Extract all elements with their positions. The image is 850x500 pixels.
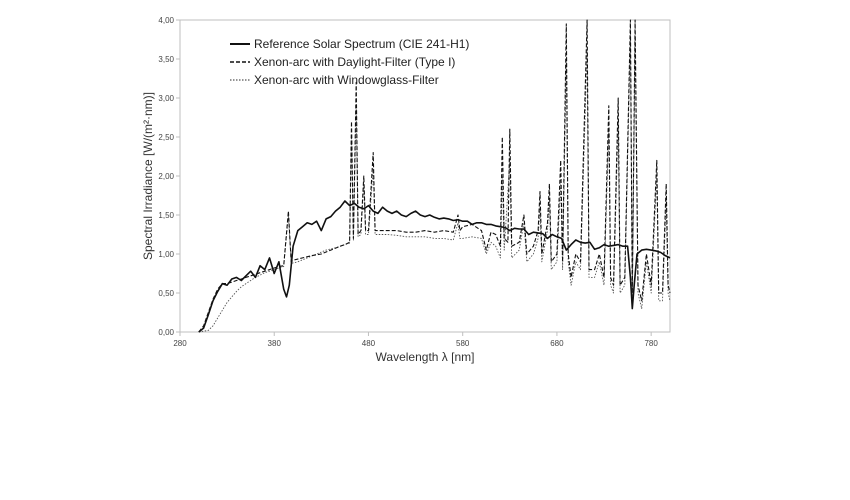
x-tick-label: 380 (268, 339, 282, 348)
x-tick-label: 680 (550, 339, 564, 348)
series-line-windowglass-filter (198, 35, 671, 333)
legend-label-reference-solar: Reference Solar Spectrum (CIE 241-H1) (254, 37, 469, 51)
series-line-reference-solar (198, 200, 671, 333)
y-tick-label: 2,50 (158, 133, 174, 142)
y-tick-label: 3,00 (158, 94, 174, 103)
y-tick-label: 0,50 (158, 289, 174, 298)
x-tick-label: 280 (173, 339, 187, 348)
y-tick-label: 1,50 (158, 211, 174, 220)
y-tick-label: 0,00 (158, 328, 174, 337)
x-axis-title: Wavelength λ [nm] (376, 350, 475, 364)
series-layer (198, 19, 671, 333)
y-axis-ticks: 0,00 0,50 1,00 1,50 2,00 2,50 3,00 3,50 4,00 (158, 16, 180, 337)
legend-label-daylight-filter: Xenon-arc with Daylight-Filter (Type I) (254, 55, 455, 69)
legend: Reference Solar Spectrum (CIE 241-H1) Xe… (230, 37, 469, 87)
x-tick-label: 580 (456, 339, 470, 348)
x-axis-ticks: 280 380 480 580 680 780 (173, 332, 658, 348)
y-tick-label: 4,00 (158, 16, 174, 25)
y-axis-title: Spectral Irradiance [W/(m²·nm)] (141, 92, 155, 260)
y-tick-label: 3,50 (158, 55, 174, 64)
y-tick-label: 2,00 (158, 172, 174, 181)
x-tick-label: 480 (362, 339, 376, 348)
legend-label-windowglass-filter: Xenon-arc with Windowglass-Filter (254, 73, 439, 87)
y-tick-label: 1,00 (158, 250, 174, 259)
x-tick-label: 780 (644, 339, 658, 348)
